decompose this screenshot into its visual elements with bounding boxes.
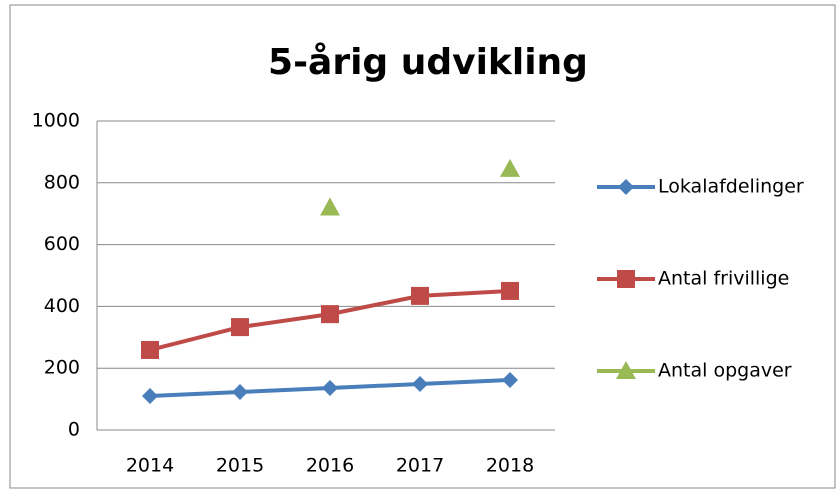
- marker: [412, 375, 428, 392]
- x-tick-label: 2016: [306, 455, 354, 477]
- marker: [322, 379, 338, 396]
- marker: [231, 318, 249, 337]
- marker: [141, 340, 159, 359]
- legend-label: Lokalafdelinger: [658, 176, 804, 198]
- x-tick-label: 2017: [396, 455, 444, 477]
- legend-label: Antal frivillige: [658, 268, 789, 290]
- x-tick-label: 2018: [486, 455, 534, 477]
- marker: [142, 388, 158, 405]
- legend-label: Antal opgaver: [658, 360, 792, 382]
- y-tick-label: 0: [68, 419, 80, 441]
- marker: [320, 197, 340, 216]
- y-tick-label: 600: [44, 233, 80, 255]
- marker: [321, 305, 339, 324]
- x-tick-label: 2014: [126, 455, 174, 477]
- y-tick-label: 400: [44, 295, 80, 317]
- marker: [501, 281, 519, 300]
- y-tick-label: 200: [44, 357, 80, 379]
- marker: [232, 383, 248, 400]
- marker: [502, 371, 518, 388]
- chart-border: [9, 4, 836, 489]
- y-tick-label: 1000: [32, 110, 80, 132]
- y-tick-label: 800: [44, 171, 80, 193]
- marker: [500, 158, 520, 177]
- marker: [411, 286, 429, 305]
- marker: [616, 361, 636, 379]
- chart-title: 5-årig udvikling: [268, 42, 588, 83]
- marker: [618, 179, 634, 195]
- marker: [617, 270, 635, 288]
- x-tick-label: 2015: [216, 455, 264, 477]
